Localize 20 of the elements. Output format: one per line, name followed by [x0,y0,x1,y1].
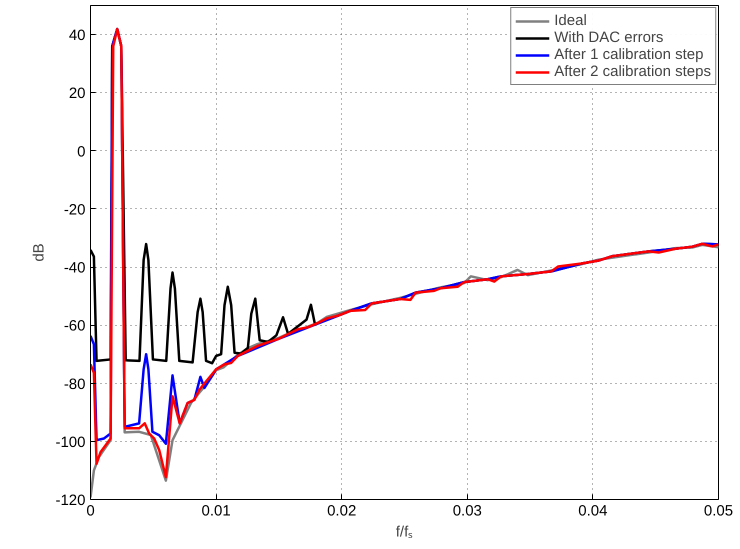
x-tick-label: 0.01 [202,502,231,520]
legend-label: Ideal [554,12,587,29]
y-tick-label: -60 [64,318,86,335]
legend-label: After 2 calibration steps [554,63,711,80]
y-tick-label: -100 [55,434,86,451]
y-tick-label: 0 [77,143,86,160]
legend-label: With DAC errors [554,29,664,46]
y-tick-label: -80 [64,376,86,393]
x-tick-label: 0.04 [578,502,608,520]
legend-label: After 1 calibration step [554,46,704,63]
x-tick-label: 0.03 [452,502,482,520]
x-tick-label: 0.05 [704,502,734,520]
y-tick-label: -40 [64,260,86,277]
x-tick-label: 0.02 [327,502,356,520]
y-tick-label: -20 [64,201,86,218]
y-tick-label: -120 [55,492,86,509]
x-axis-title: f/fₛ [396,524,414,540]
y-axis-title: dB [30,243,48,262]
y-tick-label: 40 [68,27,86,44]
y-tick-label: 20 [68,85,86,102]
